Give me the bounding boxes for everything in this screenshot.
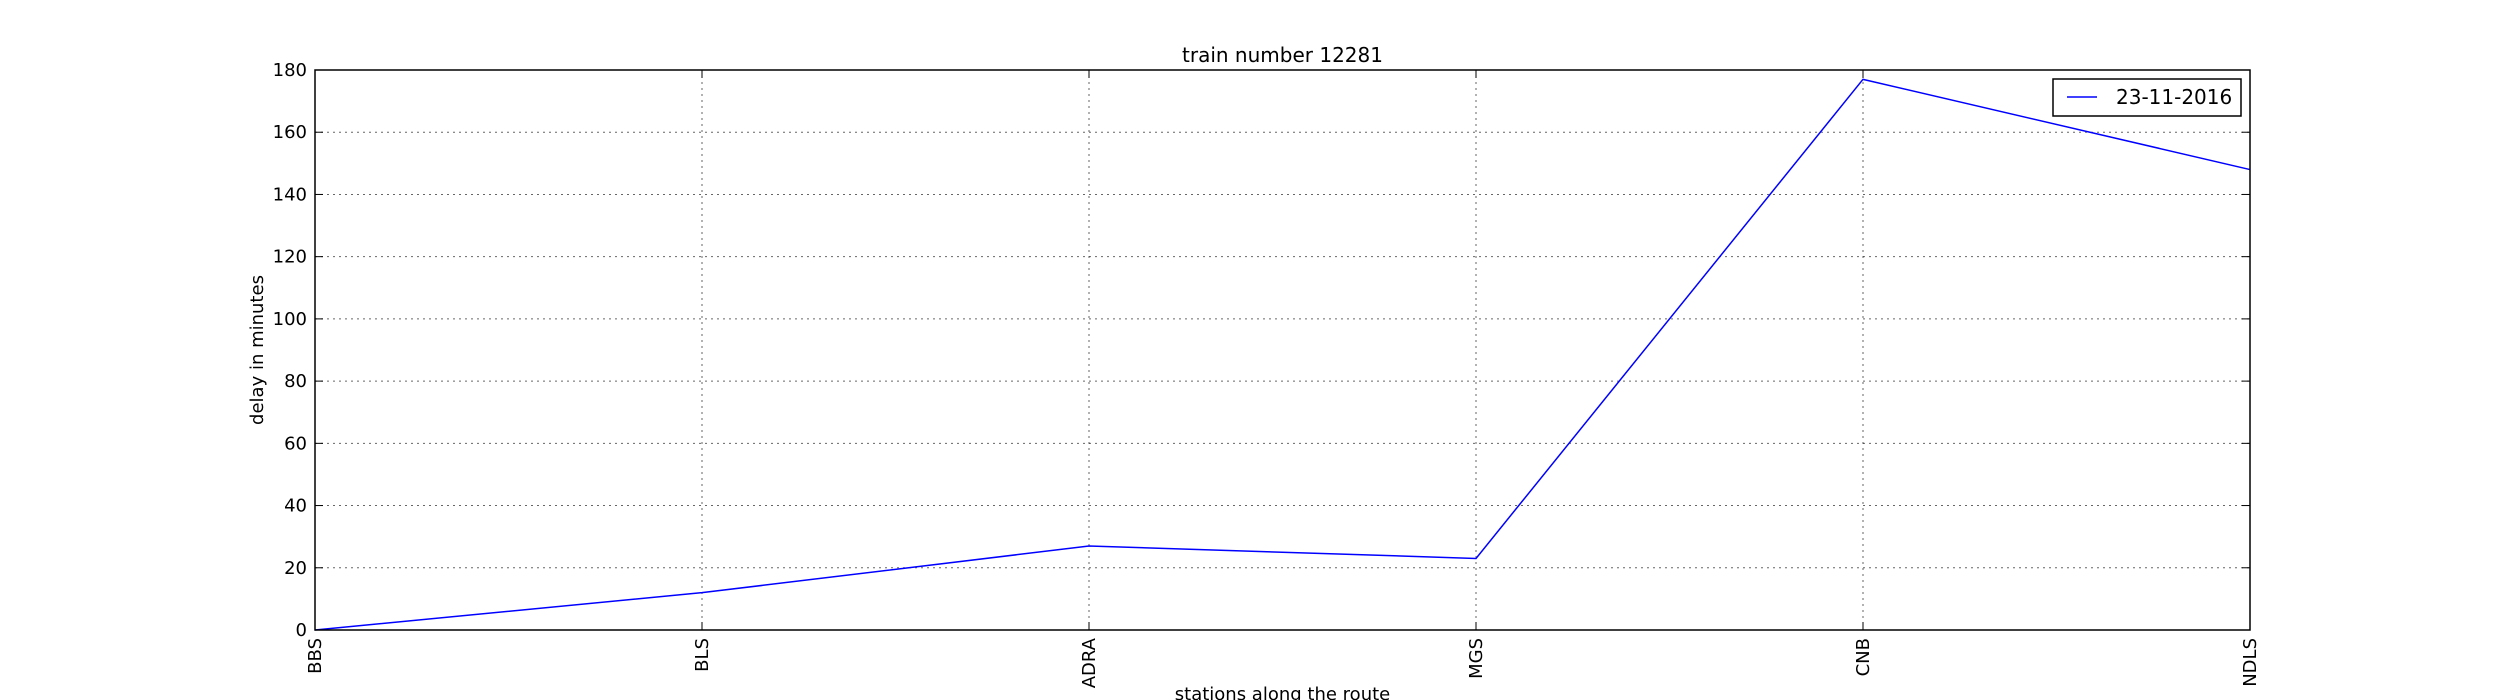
y-tick-label: 0 [296,620,307,641]
series-layer [314,78,2251,631]
legend-box [2052,78,2242,117]
x-axis-label: stations along the route [1175,684,1390,700]
series-line [314,78,2251,631]
chart-title: train number 12281 [1182,43,1383,67]
y-tick-label: 40 [284,496,307,517]
y-axis-label: delay in minutes [247,275,268,425]
y-tick-label: 60 [284,433,307,454]
y-tick-label: 120 [273,247,307,268]
plot-frame [314,69,2251,631]
y-tick-label: 20 [284,558,307,579]
x-tick-label: BBS [305,638,326,674]
legend: 23-11-2016 [2052,78,2242,117]
x-tick-label: BLS [692,638,713,672]
x-tick-label: NDLS [2240,638,2261,687]
y-tick-label: 160 [273,122,307,143]
axis-ticks: 0 20 40 60 80 100 120 140 160 180 BBS BLS ADRA MGS CNB… [273,60,2261,688]
y-tick-label: 140 [273,184,307,205]
x-tick-label: MGS [1466,638,1487,679]
y-tick-label: 100 [273,309,307,330]
x-tick-label: ADRA [1079,637,1100,688]
x-tick-label: CNB [1853,638,1874,676]
legend-label: 23-11-2016 [2116,85,2232,109]
y-tick-label: 80 [284,371,307,392]
y-tick-label: 180 [273,60,307,81]
grid [315,70,2250,630]
